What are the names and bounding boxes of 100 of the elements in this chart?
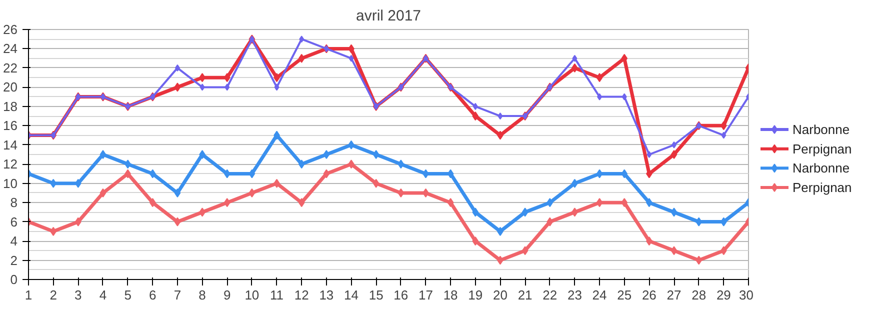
y-tick-label: 2 (10, 252, 18, 268)
point (472, 208, 479, 217)
y-tick-label: 12 (3, 156, 18, 172)
point (398, 160, 404, 169)
x-tick-label: 10 (244, 288, 260, 302)
point (298, 198, 305, 208)
x-tick-label: 7 (174, 288, 182, 302)
point (299, 36, 304, 43)
x-tick-label: 15 (368, 288, 384, 302)
point (74, 217, 82, 226)
x-tick-label: 30 (739, 288, 754, 302)
x-tick-label: 4 (99, 288, 107, 302)
point (546, 217, 554, 226)
point (298, 54, 305, 63)
legend-label: Perpignan (792, 141, 852, 156)
y-tick-label: 10 (3, 176, 18, 191)
point (572, 54, 578, 62)
x-tick-label: 16 (394, 288, 408, 302)
point (224, 84, 230, 91)
point (621, 54, 628, 63)
x-tick-label: 25 (617, 288, 632, 302)
point (522, 246, 528, 256)
point (621, 169, 628, 178)
y-tick-label: 14 (3, 137, 18, 152)
point (224, 198, 230, 208)
x-tick-label: 9 (224, 288, 231, 302)
x-tick-label: 29 (716, 288, 731, 302)
point (372, 178, 380, 188)
point (646, 151, 652, 158)
point (621, 198, 628, 208)
x-tick-label: 8 (198, 288, 206, 302)
legend-label: Narbonne (792, 160, 850, 176)
x-tick-label: 5 (124, 288, 132, 302)
point (546, 198, 554, 208)
legend-label: Narbonne (792, 122, 850, 137)
x-tick-label: 26 (642, 288, 656, 302)
point (672, 141, 677, 148)
y-tick-label: 18 (3, 98, 18, 114)
y-tick-label: 8 (10, 195, 18, 210)
point (174, 82, 181, 92)
y-tick-label: 16 (3, 118, 18, 134)
y-tick-label: 26 (3, 22, 18, 37)
point (596, 73, 603, 82)
x-tick-label: 11 (270, 288, 284, 302)
point (472, 112, 479, 121)
x-tick-label: 3 (74, 288, 82, 302)
x-tick-label: 19 (468, 288, 483, 302)
point (199, 150, 206, 159)
y-tick-label: 20 (3, 80, 18, 95)
chart-title: avril 2017 (356, 8, 422, 24)
point (149, 169, 156, 178)
point (596, 169, 603, 178)
point (323, 169, 330, 178)
legend-label: Perpignan (792, 180, 852, 196)
y-tick-label: 0 (10, 272, 18, 287)
point (472, 102, 478, 110)
point (298, 160, 305, 169)
x-tick-label: 14 (344, 288, 358, 302)
point (596, 198, 603, 208)
y-tick-label: 6 (10, 214, 18, 230)
x-tick-label: 20 (492, 288, 508, 302)
point (149, 198, 156, 208)
x-tick-label: 27 (666, 288, 682, 302)
point (721, 132, 726, 139)
point (447, 198, 454, 208)
x-tick-label: 17 (418, 288, 433, 302)
point (348, 54, 354, 62)
point (100, 150, 106, 159)
x-tick-label: 13 (319, 288, 334, 302)
point (522, 208, 528, 217)
x-tick-label: 24 (592, 288, 607, 302)
x-tick-label: 23 (567, 288, 582, 302)
point (174, 217, 181, 226)
point (100, 188, 106, 198)
point (696, 256, 702, 265)
point (224, 73, 230, 82)
x-tick-label: 1 (24, 288, 32, 302)
y-tick-label: 24 (3, 41, 18, 56)
point (200, 84, 205, 91)
point (224, 169, 230, 178)
y-tick-label: 4 (10, 234, 18, 249)
point (248, 169, 256, 178)
point (248, 188, 256, 198)
point (670, 246, 678, 256)
x-tick-label: 28 (692, 288, 706, 302)
x-tick-label: 22 (542, 288, 558, 302)
x-tick-label: 2 (50, 288, 57, 302)
point (174, 64, 180, 72)
x-tick-label: 6 (149, 288, 156, 302)
point (372, 150, 380, 159)
point (472, 236, 479, 246)
point (274, 84, 280, 91)
point (670, 208, 678, 217)
y-tick-label: 22 (3, 60, 18, 76)
point (670, 150, 678, 159)
point (597, 93, 602, 100)
point (622, 93, 627, 100)
point (174, 188, 181, 198)
x-tick-label: 12 (294, 288, 309, 302)
point (498, 112, 503, 120)
